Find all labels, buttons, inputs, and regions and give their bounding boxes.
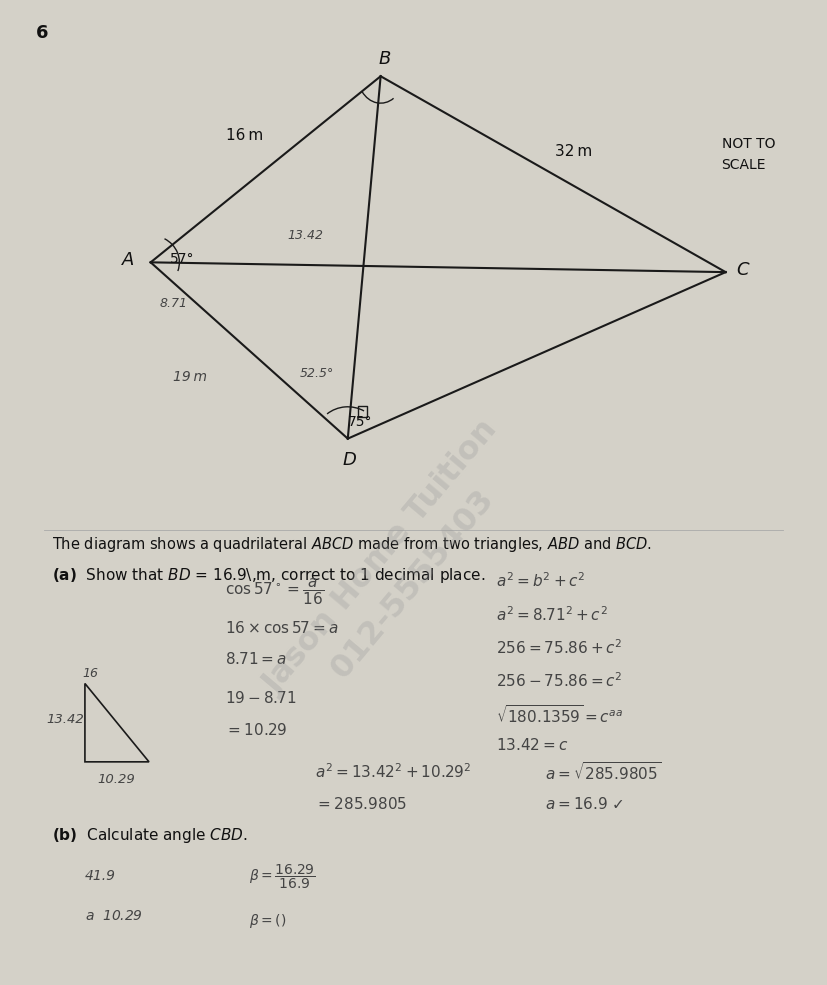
Text: $\beta = (  )$: $\beta = ( )$ (249, 912, 287, 931)
Text: $A$: $A$ (121, 251, 135, 269)
Text: $a = 16.9$ $\checkmark$: $a = 16.9$ $\checkmark$ (545, 796, 624, 812)
Text: $a^2 = b^2 + c^2$: $a^2 = b^2 + c^2$ (495, 571, 586, 590)
Text: 57°: 57° (170, 252, 194, 266)
Text: 6: 6 (36, 25, 48, 42)
Text: $256 = 75.86 + c^2$: $256 = 75.86 + c^2$ (495, 638, 622, 657)
Text: $C$: $C$ (737, 261, 751, 279)
Text: $8.71 = a$: $8.71 = a$ (225, 651, 286, 667)
Text: $256 - 75.86 = c^2$: $256 - 75.86 = c^2$ (495, 671, 622, 690)
Text: $\mathbf{(a)}$  Show that $BD$ = 16.9\,m, correct to 1 decimal place.: $\mathbf{(a)}$ Show that $BD$ = 16.9\,m,… (52, 566, 485, 585)
Text: NOT TO
SCALE: NOT TO SCALE (721, 137, 775, 172)
Text: $= 285.9805$: $= 285.9805$ (315, 796, 407, 812)
Text: $B$: $B$ (378, 49, 391, 68)
Text: Jason Home Tuition
012-5555403: Jason Home Tuition 012-5555403 (258, 415, 536, 727)
Text: 52.5°: 52.5° (299, 366, 334, 379)
Text: $a$  10.29: $a$ 10.29 (85, 908, 143, 923)
Text: $= 10.29$: $= 10.29$ (225, 722, 287, 738)
Text: 16 m: 16 m (227, 127, 264, 143)
Text: 19 m: 19 m (173, 370, 207, 384)
Text: $\cos 57^\circ = \dfrac{a}{16}$: $\cos 57^\circ = \dfrac{a}{16}$ (225, 577, 323, 608)
Text: 16: 16 (83, 667, 98, 681)
Text: 32 m: 32 m (555, 144, 592, 160)
Text: $16 \times \cos 57 = a$: $16 \times \cos 57 = a$ (225, 620, 338, 635)
Text: $a^2 = 8.71^2 + c^2$: $a^2 = 8.71^2 + c^2$ (495, 606, 607, 624)
Text: $\sqrt{180.1359} = c^{aa}$: $\sqrt{180.1359} = c^{aa}$ (495, 704, 623, 726)
Text: $D$: $D$ (342, 451, 357, 469)
Text: $a = \sqrt{285.9805}$: $a = \sqrt{285.9805}$ (545, 760, 661, 783)
Text: 13.42: 13.42 (46, 713, 84, 726)
Text: 75°: 75° (348, 415, 372, 429)
Text: 8.71: 8.71 (160, 296, 188, 310)
Text: 10.29: 10.29 (98, 773, 135, 786)
Text: 13.42: 13.42 (287, 230, 323, 242)
Text: $\beta = \dfrac{16.29}{16.9}$: $\beta = \dfrac{16.29}{16.9}$ (249, 862, 316, 890)
Text: $\mathbf{(b)}$  Calculate angle $CBD$.: $\mathbf{(b)}$ Calculate angle $CBD$. (52, 825, 248, 844)
Text: $a^2 = 13.42^2 + 10.29^2$: $a^2 = 13.42^2 + 10.29^2$ (315, 762, 471, 781)
Text: 41.9: 41.9 (85, 870, 116, 884)
Text: $13.42 = c$: $13.42 = c$ (495, 737, 568, 754)
Text: $19 - 8.71$: $19 - 8.71$ (225, 690, 296, 706)
Text: The diagram shows a quadrilateral $ABCD$ made from two triangles, $ABD$ and $BCD: The diagram shows a quadrilateral $ABCD$… (52, 535, 652, 554)
